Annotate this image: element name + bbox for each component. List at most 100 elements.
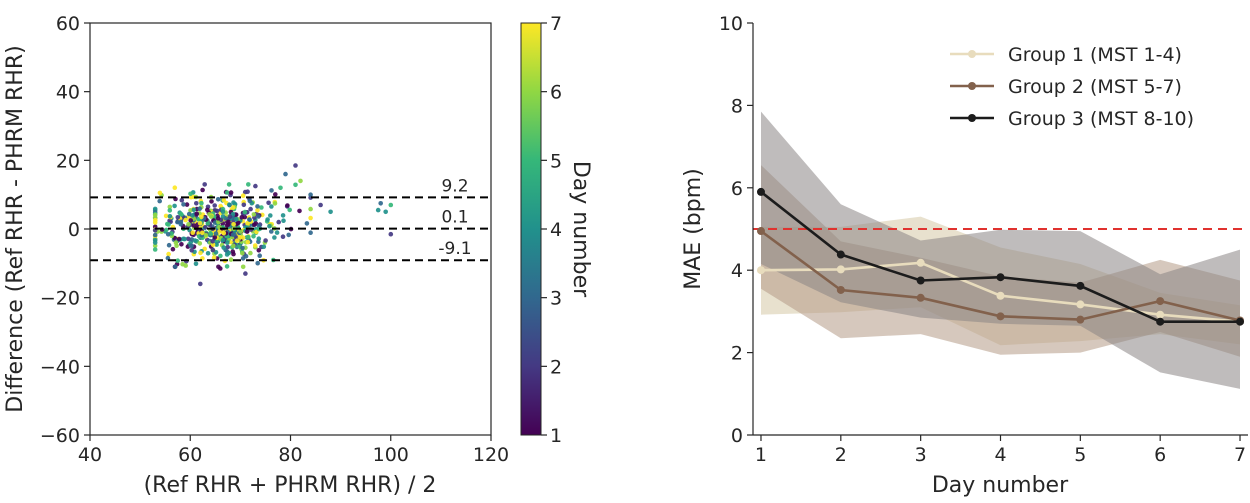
y-tick-label: −20 bbox=[40, 288, 80, 310]
scatter-point bbox=[245, 189, 250, 194]
scatter-point bbox=[221, 245, 226, 250]
colorbar-tick-label: 1 bbox=[550, 425, 562, 447]
scatter-point bbox=[318, 202, 323, 208]
y-tick-label: 10 bbox=[719, 13, 743, 35]
y-tick-label: 0 bbox=[68, 219, 80, 241]
series-lines bbox=[756, 187, 1245, 326]
scatter-point bbox=[152, 212, 158, 218]
bland-altman-panel: 9.2 0.1 -9.1 40 60 80 100 120 −60 −40 −20 0 20 40 60… bbox=[3, 13, 509, 498]
series-point bbox=[756, 227, 765, 236]
scatter-point bbox=[186, 222, 191, 227]
series-point bbox=[1156, 297, 1165, 306]
scatter-point bbox=[230, 232, 236, 237]
series-point bbox=[996, 312, 1005, 321]
x-tick-label: 4 bbox=[994, 444, 1006, 466]
scatter-point bbox=[212, 203, 217, 208]
legend-swatch-marker bbox=[968, 82, 976, 90]
scatter-point bbox=[167, 214, 173, 219]
scatter-point bbox=[205, 207, 210, 213]
scatter-point bbox=[248, 206, 253, 212]
scatter-point bbox=[212, 235, 218, 240]
scatter-point bbox=[203, 232, 209, 238]
scatter-point bbox=[184, 202, 190, 207]
scatter-point bbox=[378, 201, 384, 206]
scatter-point bbox=[259, 205, 264, 210]
series-point bbox=[916, 276, 925, 285]
colorbar-tick-label: 3 bbox=[550, 288, 562, 310]
scatter-point bbox=[280, 234, 286, 239]
scatter-point bbox=[185, 236, 191, 242]
y-tick-label: 2 bbox=[731, 343, 743, 365]
colorbar: 1 2 3 4 5 6 7 Day number bbox=[520, 13, 593, 447]
scatter-point bbox=[283, 171, 288, 177]
scatter-point bbox=[272, 235, 277, 240]
y-tick-label: 8 bbox=[731, 95, 743, 117]
left-y-axis-label: Difference (Ref RHR - PHRM RHR) bbox=[3, 45, 28, 412]
scatter-point bbox=[236, 220, 241, 226]
scatter-point bbox=[240, 193, 246, 198]
scatter-points bbox=[152, 163, 394, 287]
scatter-point bbox=[182, 236, 187, 242]
scatter-point bbox=[227, 214, 233, 219]
y-tick-label: 4 bbox=[731, 260, 743, 282]
scatter-point bbox=[200, 230, 205, 236]
scatter-point bbox=[172, 203, 177, 209]
scatter-point bbox=[205, 251, 211, 256]
scatter-point bbox=[209, 199, 214, 204]
scatter-point bbox=[308, 206, 313, 212]
scatter-point bbox=[199, 214, 204, 220]
scatter-point bbox=[388, 202, 394, 208]
y-tick-label: −60 bbox=[40, 425, 80, 447]
scatter-point bbox=[274, 230, 280, 235]
scatter-point bbox=[226, 219, 231, 225]
scatter-point bbox=[266, 200, 271, 206]
scatter-point bbox=[176, 236, 182, 242]
scatter-point bbox=[230, 205, 236, 210]
x-tick-label: 5 bbox=[1074, 444, 1086, 466]
scatter-point bbox=[243, 271, 248, 276]
scatter-point bbox=[183, 263, 188, 268]
scatter-point bbox=[194, 201, 199, 206]
series-point bbox=[996, 291, 1005, 300]
legend-entry-label: Group 2 (MST 5-7) bbox=[1008, 76, 1182, 98]
scatter-point bbox=[238, 229, 243, 234]
scatter-point bbox=[231, 222, 236, 227]
scatter-point bbox=[220, 214, 226, 219]
series-point bbox=[756, 187, 765, 196]
series-point bbox=[1076, 281, 1085, 290]
right-y-ticks: 0 2 4 6 8 10 bbox=[719, 13, 753, 447]
scatter-point bbox=[251, 212, 257, 217]
colorbar-tick-label: 6 bbox=[550, 82, 562, 104]
scatter-point bbox=[247, 217, 252, 222]
scatter-point bbox=[269, 204, 274, 209]
scatter-point bbox=[186, 211, 192, 217]
scatter-point bbox=[375, 207, 381, 213]
scatter-point bbox=[220, 237, 226, 243]
colorbar-label: Day number bbox=[568, 161, 593, 298]
scatter-point bbox=[304, 221, 310, 226]
scatter-point bbox=[167, 204, 173, 210]
scatter-point bbox=[166, 242, 172, 248]
scatter-point bbox=[210, 242, 216, 248]
scatter-point bbox=[208, 214, 214, 219]
scatter-point bbox=[240, 245, 245, 251]
scatter-point bbox=[217, 229, 222, 234]
x-tick-label: 60 bbox=[178, 444, 202, 466]
series-point bbox=[836, 250, 845, 259]
scatter-point bbox=[202, 246, 207, 252]
right-x-ticks: 1 2 3 4 5 6 7 bbox=[755, 435, 1246, 466]
scatter-point bbox=[272, 201, 278, 206]
scatter-point bbox=[157, 198, 162, 204]
scatter-point bbox=[215, 216, 221, 221]
x-tick-label: 2 bbox=[835, 444, 847, 466]
scatter-point bbox=[298, 178, 303, 184]
reference-line-label: 9.2 bbox=[441, 176, 468, 196]
scatter-point bbox=[244, 229, 250, 234]
scatter-point bbox=[197, 206, 202, 211]
x-tick-label: 100 bbox=[373, 444, 409, 466]
scatter-point bbox=[220, 209, 226, 214]
scatter-point bbox=[248, 250, 253, 256]
series-point bbox=[1076, 300, 1085, 309]
scatter-point bbox=[175, 215, 181, 220]
